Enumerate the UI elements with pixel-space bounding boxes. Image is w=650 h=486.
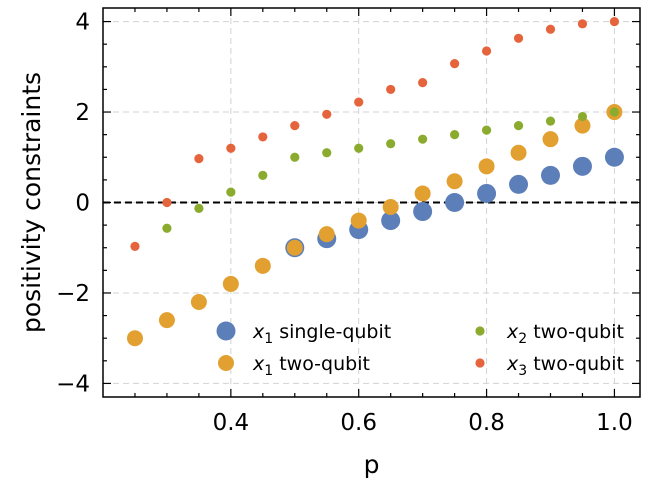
series-3-point-6: [354, 143, 364, 153]
series-4-point-4: [258, 132, 268, 142]
series-4-point-2: [194, 154, 204, 164]
series-4: [130, 16, 620, 251]
series-1-point-9: [572, 156, 592, 176]
legend-label-1: x1 single-qubit: [252, 321, 391, 347]
series-3-point-9: [450, 130, 460, 140]
series-2-point-2: [190, 294, 207, 311]
series-4-point-7: [354, 97, 364, 107]
series-3: [162, 107, 620, 233]
series-2-point-7: [350, 212, 367, 229]
series-2-point-8: [382, 199, 399, 216]
tick-labels: 0.4 0.6 0.8 1.0 −4 −2 0 2 4: [56, 10, 633, 436]
data-points: [126, 16, 624, 347]
series-3-point-12: [545, 116, 556, 126]
series-3-point-0: [162, 223, 172, 233]
axis-ticks: [103, 8, 640, 397]
series-4-point-13: [545, 24, 556, 34]
series-3-point-4: [290, 152, 300, 162]
legend-marker-4: [475, 358, 485, 368]
series-1-point-8: [541, 165, 560, 185]
series-3-point-3: [258, 170, 268, 180]
legend-marker-3: [475, 326, 485, 336]
series-1-point-3: [381, 211, 401, 231]
series-4-point-3: [226, 143, 236, 153]
series-4-point-15: [609, 16, 620, 27]
x-tick-label-0: 0.4: [213, 410, 250, 436]
legend-label-4: x3 two-qubit: [506, 353, 624, 379]
series-2-point-3: [222, 275, 239, 292]
series-2-point-6: [318, 226, 335, 243]
y-tick-label-3: 2: [75, 100, 90, 126]
series-4-point-5: [290, 121, 300, 131]
legend-label-3: x2 two-qubit: [506, 321, 624, 347]
x-tick-label-1: 0.6: [340, 410, 377, 436]
series-2-point-13: [542, 131, 559, 148]
series-1-point-10: [604, 147, 624, 167]
y-tick-label-1: −2: [56, 281, 90, 307]
series-2-point-10: [446, 173, 463, 190]
series-3-point-2: [226, 187, 236, 197]
series-4-point-9: [418, 78, 428, 88]
series-1-point-4: [413, 202, 433, 222]
legend: x1 single-qubit x1 two-qubit x2 two-qubit x…: [216, 321, 624, 379]
y-axis-title: positivity constraints: [17, 72, 46, 333]
series-2-point-4: [254, 257, 271, 274]
x-axis-title: p: [364, 450, 380, 479]
series-4-point-8: [386, 84, 396, 95]
series-3-point-8: [418, 134, 428, 144]
series-2: [126, 104, 623, 347]
series-4-point-12: [513, 33, 524, 43]
series-3-point-11: [513, 121, 524, 131]
y-tick-label-4: 4: [75, 10, 90, 36]
series-3-point-10: [481, 125, 492, 135]
x-tick-label-3: 1.0: [596, 410, 633, 436]
series-2-point-0: [126, 330, 143, 347]
legend-marker-1: [216, 321, 236, 341]
series-4-point-10: [450, 59, 460, 69]
series-4-point-6: [322, 109, 332, 119]
series-2-point-12: [510, 144, 527, 161]
series-4-point-11: [481, 46, 492, 56]
series-2-point-9: [414, 185, 431, 202]
series-4-point-1: [162, 197, 172, 208]
series-2-point-11: [478, 158, 495, 175]
series-2-point-1: [158, 312, 175, 329]
series-3-point-13: [577, 111, 588, 122]
series-2-point-5: [286, 239, 303, 256]
series-1-point-5: [445, 193, 465, 212]
series-3-point-5: [322, 148, 332, 158]
y-tick-label-0: −4: [56, 371, 90, 397]
legend-label-2: x1 two-qubit: [252, 353, 370, 379]
series-2-point-14: [574, 117, 591, 134]
series-4-point-14: [577, 19, 588, 29]
series-3-point-14: [609, 107, 620, 117]
y-tick-label-2: 0: [75, 191, 90, 217]
x-tick-label-2: 0.8: [468, 410, 505, 436]
series-4-point-0: [130, 241, 140, 251]
legend-marker-2: [218, 355, 234, 371]
series-3-point-7: [386, 139, 396, 149]
series-3-point-1: [194, 203, 204, 213]
series-1-point-7: [509, 174, 529, 194]
series-1-point-6: [477, 183, 497, 203]
